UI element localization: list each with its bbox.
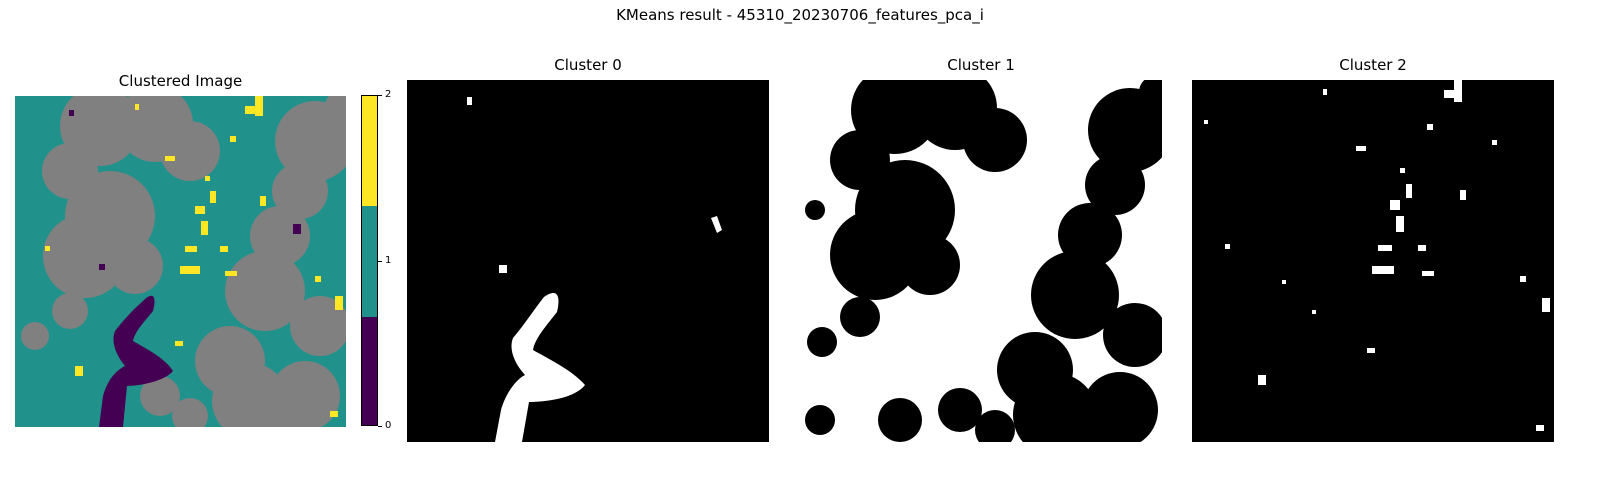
colorbar-tick-0: [378, 426, 382, 427]
cluster-2-graphic: [1204, 80, 1550, 431]
colorbar-tick-1: [378, 261, 382, 262]
colorbar: [361, 95, 378, 426]
cluster-1-black-regions: [805, 80, 1162, 442]
clustered-image: [15, 96, 346, 427]
cluster-1-title: Cluster 1: [947, 56, 1015, 74]
colorbar-tick-label-2: 2: [385, 89, 392, 100]
clustered-image-title: Clustered Image: [118, 72, 243, 90]
colorbar-segment-1: [362, 206, 377, 317]
cluster-2-white-pixels: [1204, 80, 1550, 431]
cluster-0-graphic: [467, 97, 722, 442]
cluster-0-white-pixels: [467, 97, 722, 442]
clustered-image-graphic: [21, 96, 346, 427]
colorbar-segment-0: [362, 317, 377, 425]
purple-cluster-pixels: [69, 110, 301, 427]
cluster-2-mask: [1192, 80, 1554, 442]
yellow-cluster-pixels: [45, 96, 343, 417]
colorbar-tick-label-1: 1: [385, 255, 392, 266]
cluster-0-title: Cluster 0: [554, 56, 622, 74]
cluster-1-graphic: [800, 80, 1162, 442]
colorbar-tick-label-0: 0: [385, 420, 392, 431]
cluster-0-mask: [407, 80, 769, 442]
cluster-1-mask: [800, 80, 1162, 442]
colorbar-tick-2: [378, 95, 382, 96]
cloud-regions: [21, 96, 346, 427]
cluster-2-title: Cluster 2: [1339, 56, 1407, 74]
figure-title: KMeans result - 45310_20230706_features_…: [616, 6, 984, 24]
colorbar-segment-2: [362, 96, 377, 206]
